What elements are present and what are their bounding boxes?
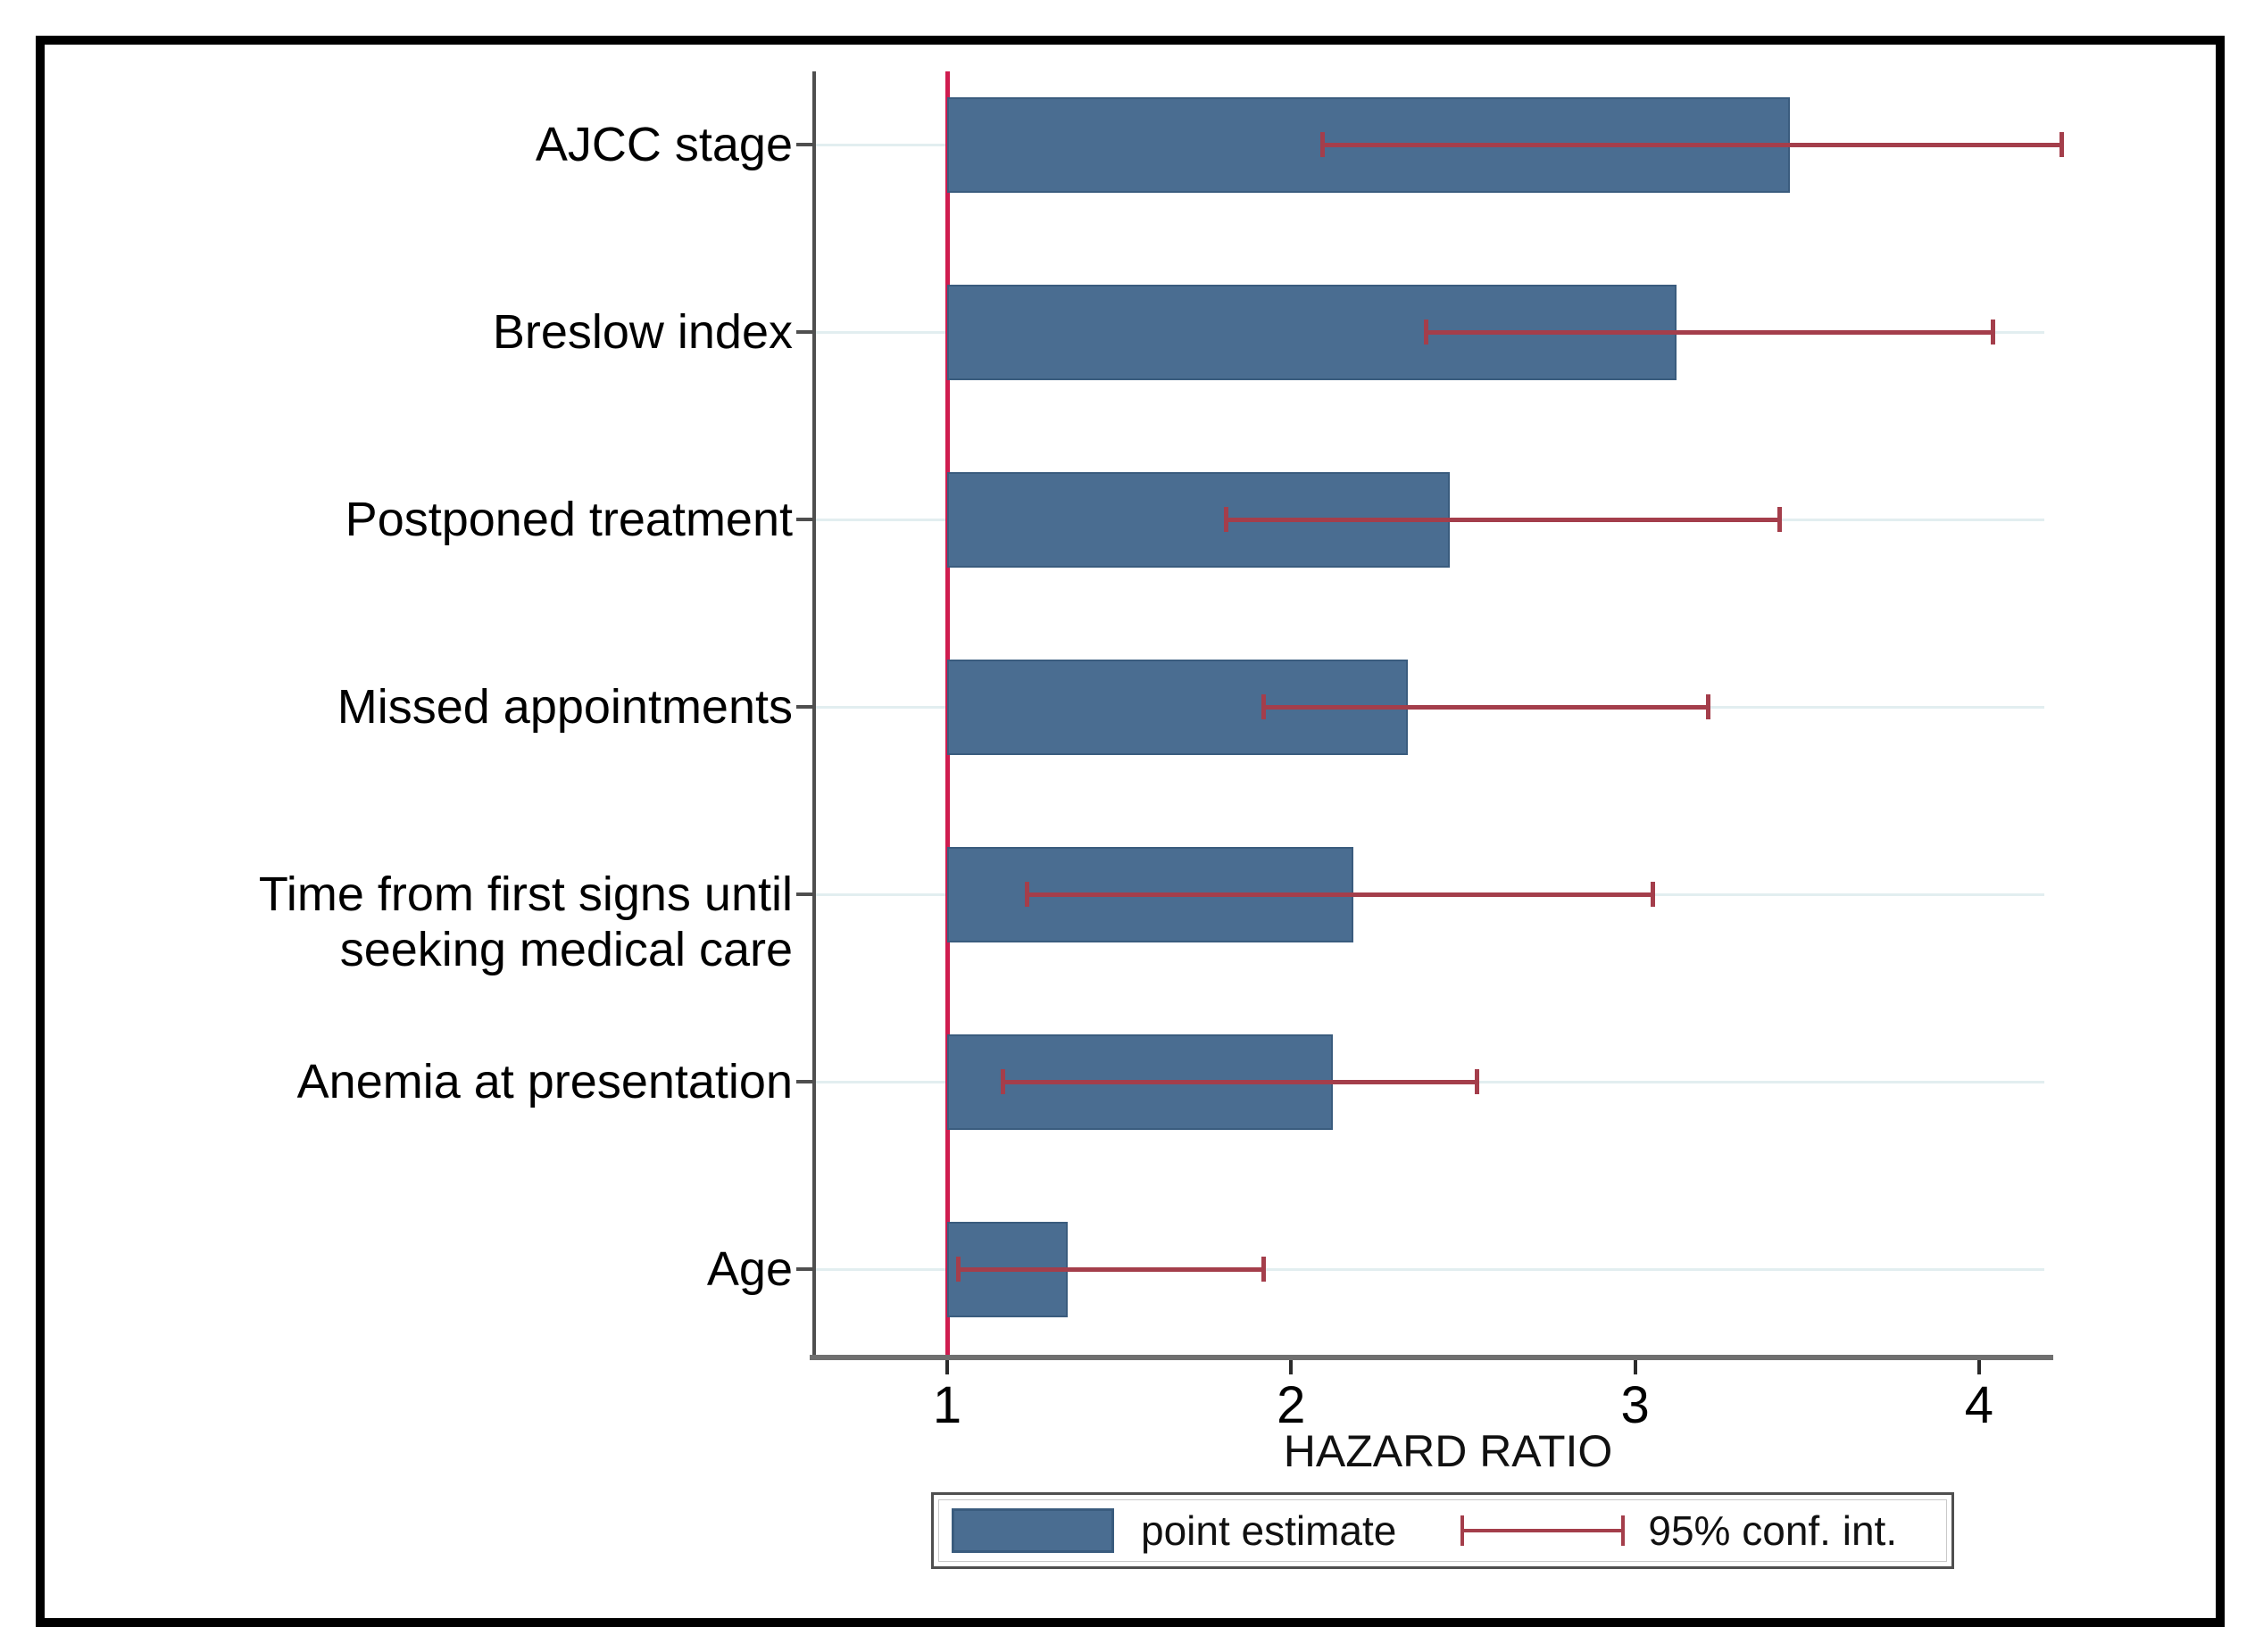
x-axis-line [810,1355,2053,1360]
ci-line [1002,1079,1477,1084]
x-axis-tick-label: 1 [932,1376,962,1434]
ci-cap-upper [1650,882,1655,907]
ci-cap-lower [955,1257,961,1282]
ci-cap-upper [1475,1069,1480,1094]
legend-ci-line [1460,1529,1626,1532]
category-tick [796,705,814,709]
legend-ci-left-cap [1460,1515,1465,1546]
category-label: Age [706,1242,793,1296]
category-tick [796,330,814,334]
category-tick [796,518,814,521]
ci-cap-upper [1705,694,1710,719]
category-label: Missed appointments [337,680,793,734]
x-axis-title: HAZARD RATIO [1283,1426,1613,1476]
category-tick [796,1267,814,1271]
legend-ci-label: 95% conf. int. [1648,1507,1898,1554]
x-axis-tick [945,1360,949,1374]
category-tick [796,143,814,146]
ci-line [1321,142,2062,147]
x-axis-tick [1976,1360,1981,1374]
ci-line [1263,704,1708,710]
category-tick [796,1080,814,1083]
x-axis-tick-label: 3 [1620,1376,1650,1434]
ci-cap-upper [1261,1257,1267,1282]
ci-cap-lower [1000,1069,1005,1094]
category-label: Time from first signs until seeking medic… [258,868,793,976]
category-gridline [814,1268,2044,1271]
category-label: Postponed treatment [345,493,793,546]
x-axis-tick [1289,1360,1294,1374]
ci-line [1026,892,1652,897]
ci-cap-lower [1024,882,1029,907]
ci-cap-lower [1224,507,1229,532]
x-axis-tick [1633,1360,1637,1374]
legend: point estimate 95% conf. int. [931,1492,1954,1569]
category-label: AJCC stage [535,118,793,171]
ci-cap-upper [1991,320,1996,345]
ci-line [1425,329,1993,335]
ci-cap-upper [2059,132,2065,157]
y-axis-line [812,71,816,1360]
category-label: Breslow index [492,305,793,359]
ci-cap-lower [1261,694,1267,719]
ci-cap-lower [1423,320,1428,345]
category-tick [796,892,814,896]
ci-line [1226,517,1780,522]
ci-line [957,1266,1264,1272]
x-axis-tick-label: 2 [1277,1376,1306,1434]
figure-border [36,36,2225,1627]
legend-ci-sample-icon [1460,1515,1626,1546]
legend-bar-swatch [952,1508,1114,1553]
x-axis-tick-label: 4 [1964,1376,1994,1434]
legend-ci-right-cap [1621,1515,1626,1546]
ci-cap-upper [1777,507,1783,532]
ci-cap-lower [1319,132,1325,157]
legend-bar-label: point estimate [1141,1507,1397,1554]
category-label: Anemia at presentation [296,1055,793,1108]
